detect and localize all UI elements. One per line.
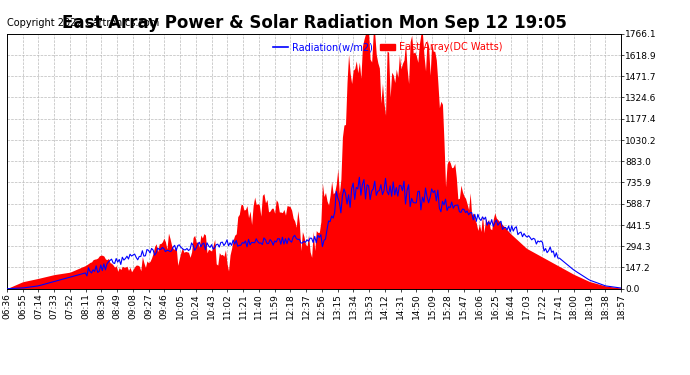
Title: East Array Power & Solar Radiation Mon Sep 12 19:05: East Array Power & Solar Radiation Mon S… bbox=[61, 14, 566, 32]
Legend: Radiation(w/m2), East Array(DC Watts): Radiation(w/m2), East Array(DC Watts) bbox=[269, 39, 506, 56]
Text: Copyright 2022 Cartronics.com: Copyright 2022 Cartronics.com bbox=[7, 18, 159, 28]
